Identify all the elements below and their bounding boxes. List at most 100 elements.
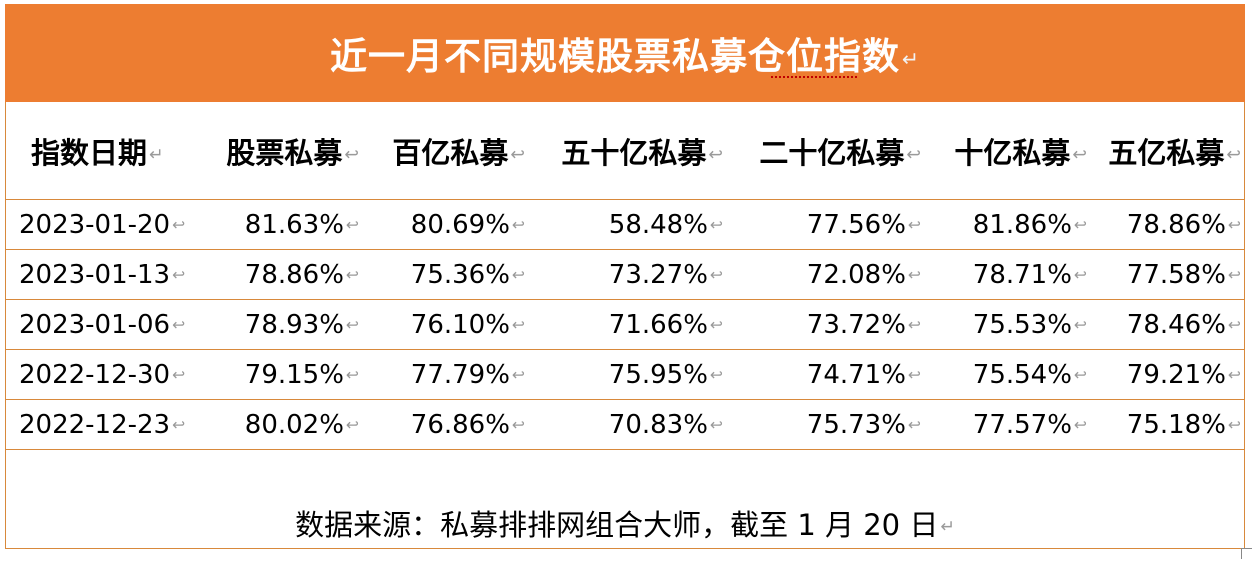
value-cell: 58.48% ↩ xyxy=(529,199,727,250)
value-cell: 73.27% ↩ xyxy=(529,249,727,300)
cell-mark-icon: ↩ xyxy=(510,144,525,165)
value-cell: 77.79% ↩ xyxy=(363,349,529,400)
header-cell-5b: 五十亿私募 ↩ xyxy=(529,102,727,200)
cell-mark-icon: ↩ xyxy=(172,366,186,384)
cell-mark-icon: ↩ xyxy=(1227,416,1241,434)
cell-mark-icon: ↩ xyxy=(172,316,186,334)
header-cell-500m: 五亿私募 ↩ xyxy=(1091,102,1245,200)
cell-mark-icon: ↩ xyxy=(345,316,359,334)
cell-mark-icon: ↩ xyxy=(907,216,921,234)
cell-mark-icon: ↩ xyxy=(709,416,723,434)
cell-mark-icon: ↩ xyxy=(907,266,921,284)
value-cell: 76.10% ↩ xyxy=(363,299,529,350)
cell-mark-icon: ↩ xyxy=(1073,416,1087,434)
value-cell: 78.46% ↩ xyxy=(1091,299,1245,350)
cell-mark-icon: ↩ xyxy=(708,144,723,165)
source-text: 数据来源：私募排排网组合大师，截至 1 月 20 日 xyxy=(295,508,939,542)
cell-mark-icon: ↩ xyxy=(1227,266,1241,284)
cell-mark-icon: ↩ xyxy=(172,266,186,284)
table-row: 2023-01-20 ↩ 81.63% ↩ 80.69% ↩ 58.48% ↩ 77.56% ↩ 8… xyxy=(5,199,1245,250)
cell-mark-icon: ↩ xyxy=(1227,216,1241,234)
header-cell-10b: 百亿私募 ↩ xyxy=(363,102,529,200)
date-cell: 2023-01-20 ↩ xyxy=(5,199,197,250)
cell-mark-icon: ↩ xyxy=(709,316,723,334)
value-cell: 75.95% ↩ xyxy=(529,349,727,400)
cell-mark-icon: ↩ xyxy=(511,266,525,284)
table-row: 2022-12-30 ↩ 79.15% ↩ 77.79% ↩ 75.95% ↩ 74.71% ↩ 7… xyxy=(5,349,1245,400)
value-cell: 79.21% ↩ xyxy=(1091,349,1245,400)
value-cell: 77.58% ↩ xyxy=(1091,249,1245,300)
page-title-text: 近一月不同规模股票私募仓位指数 xyxy=(329,35,900,78)
page-corner-mark xyxy=(1241,548,1252,559)
value-cell: 75.53% ↩ xyxy=(925,299,1091,350)
value-cell: 75.54% ↩ xyxy=(925,349,1091,400)
cell-mark-icon: ↩ xyxy=(1073,316,1087,334)
cell-mark-icon: ↩ xyxy=(1072,144,1087,165)
cell-mark-icon: ↩ xyxy=(511,216,525,234)
value-cell: 74.71% ↩ xyxy=(727,349,925,400)
value-cell: 75.18% ↩ xyxy=(1091,399,1245,450)
table-row: 2022-12-23 ↩ 80.02% ↩ 76.86% ↩ 70.83% ↩ 75.73% ↩ 7… xyxy=(5,399,1245,450)
cell-mark-icon: ↩ xyxy=(345,416,359,434)
cell-mark-icon: ↩ xyxy=(511,416,525,434)
cell-mark-icon: ↩ xyxy=(344,144,359,165)
paragraph-mark-icon: ↵ xyxy=(901,46,921,71)
cell-mark-icon: ↩ xyxy=(345,266,359,284)
table-header-row: 指数日期 ↵ 股票私募 ↩ 百亿私募 ↩ 五十亿私募 ↩ 二十亿私募 ↩ 十亿私募 ↩ 五亿… xyxy=(5,102,1245,200)
source-note: 数据来源：私募排排网组合大师，截至 1 月 20 日 ↵ xyxy=(5,502,1245,544)
title-bar: 近一月不同规模股票私募仓位指数↵ xyxy=(5,4,1245,102)
cell-mark-icon: ↩ xyxy=(1226,144,1241,165)
value-cell: 71.66% ↩ xyxy=(529,299,727,350)
cell-mark-icon: ↩ xyxy=(172,416,186,434)
header-cell-2b: 二十亿私募 ↩ xyxy=(727,102,925,200)
cell-mark-icon: ↩ xyxy=(345,366,359,384)
table-row: 2023-01-13 ↩ 78.86% ↩ 75.36% ↩ 73.27% ↩ 72.08% ↩ 7… xyxy=(5,249,1245,300)
cell-mark-icon: ↩ xyxy=(907,366,921,384)
value-cell: 78.86% ↩ xyxy=(197,249,363,300)
cell-mark-icon: ↩ xyxy=(511,316,525,334)
cell-mark-icon: ↩ xyxy=(1227,316,1241,334)
value-cell: 78.86% ↩ xyxy=(1091,199,1245,250)
data-table: 指数日期 ↵ 股票私募 ↩ 百亿私募 ↩ 五十亿私募 ↩ 二十亿私募 ↩ 十亿私募 ↩ 五亿… xyxy=(5,102,1245,450)
spellcheck-underline xyxy=(771,72,857,78)
cell-mark-icon: ↩ xyxy=(709,266,723,284)
header-cell-stock: 股票私募 ↩ xyxy=(197,102,363,200)
cell-mark-icon: ↩ xyxy=(1227,366,1241,384)
value-cell: 76.86% ↩ xyxy=(363,399,529,450)
value-cell: 70.83% ↩ xyxy=(529,399,727,450)
value-cell: 77.57% ↩ xyxy=(925,399,1091,450)
cell-mark-icon: ↩ xyxy=(907,416,921,434)
value-cell: 81.86% ↩ xyxy=(925,199,1091,250)
cell-mark-icon: ↩ xyxy=(511,366,525,384)
value-cell: 78.93% ↩ xyxy=(197,299,363,350)
cell-mark-icon: ↩ xyxy=(345,216,359,234)
paragraph-mark-icon: ↵ xyxy=(940,517,955,537)
date-cell: 2022-12-30 ↩ xyxy=(5,349,197,400)
date-cell: 2023-01-06 ↩ xyxy=(5,299,197,350)
header-cell-date: 指数日期 ↵ xyxy=(5,102,197,200)
value-cell: 75.73% ↩ xyxy=(727,399,925,450)
date-cell: 2022-12-23 ↩ xyxy=(5,399,197,450)
cell-mark-icon: ↩ xyxy=(709,366,723,384)
value-cell: 79.15% ↩ xyxy=(197,349,363,400)
cell-mark-icon: ↩ xyxy=(907,316,921,334)
value-cell: 80.69% ↩ xyxy=(363,199,529,250)
value-cell: 72.08% ↩ xyxy=(727,249,925,300)
value-cell: 73.72% ↩ xyxy=(727,299,925,350)
value-cell: 77.56% ↩ xyxy=(727,199,925,250)
value-cell: 80.02% ↩ xyxy=(197,399,363,450)
cell-mark-icon: ↩ xyxy=(906,144,921,165)
value-cell: 75.36% ↩ xyxy=(363,249,529,300)
cell-mark-icon: ↩ xyxy=(1073,266,1087,284)
value-cell: 81.63% ↩ xyxy=(197,199,363,250)
cell-mark-icon: ↩ xyxy=(172,216,186,234)
header-cell-1b: 十亿私募 ↩ xyxy=(925,102,1091,200)
cell-mark-icon: ↩ xyxy=(1073,216,1087,234)
page-title: 近一月不同规模股票私募仓位指数↵ xyxy=(330,26,920,80)
date-cell: 2023-01-13 ↩ xyxy=(5,249,197,300)
value-cell: 78.71% ↩ xyxy=(925,249,1091,300)
cell-mark-icon: ↩ xyxy=(1073,366,1087,384)
table-row: 2023-01-06 ↩ 78.93% ↩ 76.10% ↩ 71.66% ↩ 73.72% ↩ 7… xyxy=(5,299,1245,350)
cell-mark-icon: ↩ xyxy=(709,216,723,234)
cell-mark-icon: ↵ xyxy=(149,144,164,165)
